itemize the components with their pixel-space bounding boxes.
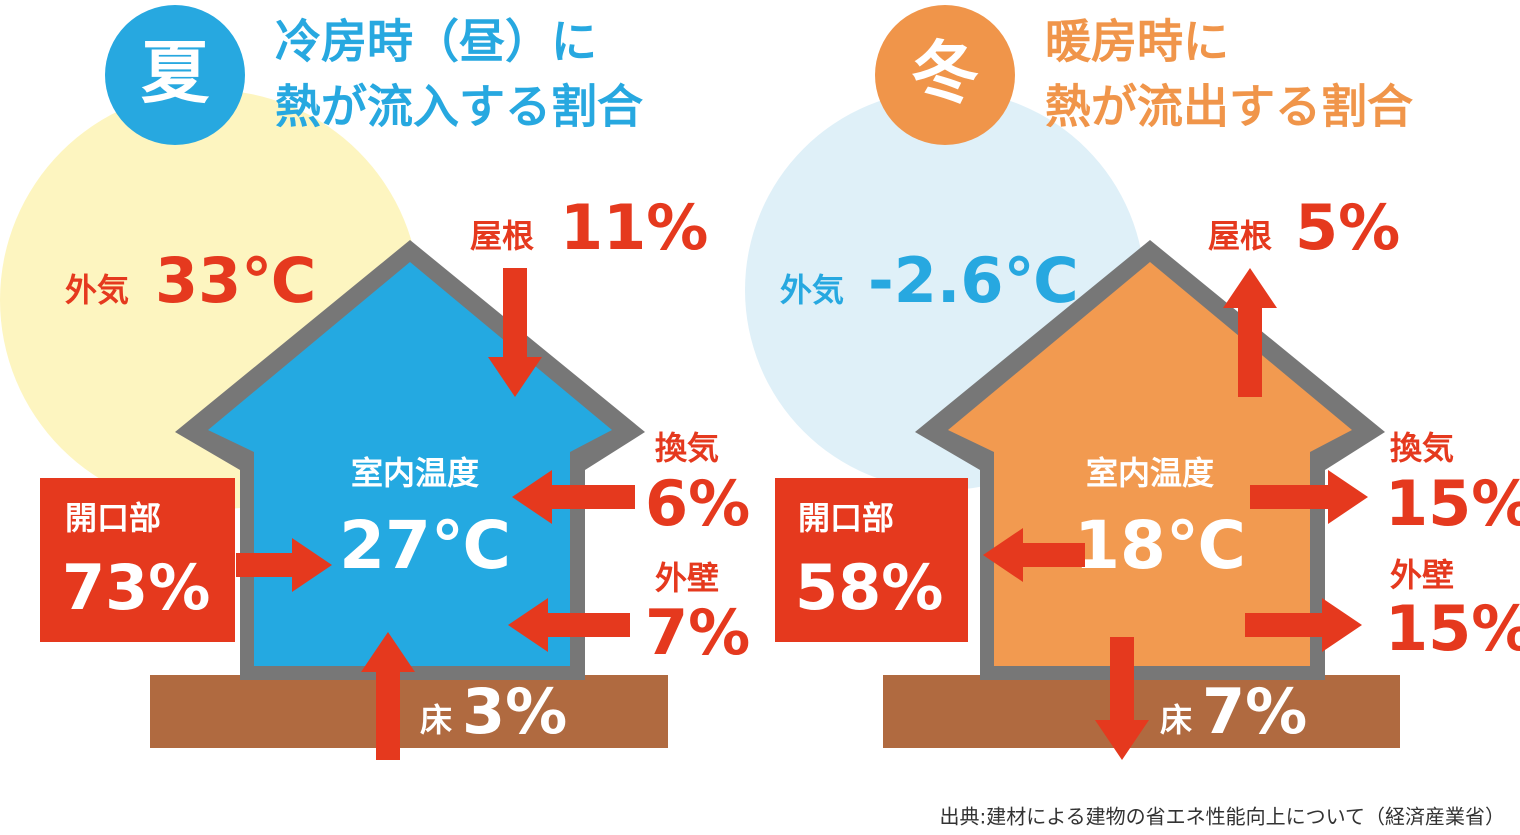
opening-value: 73% xyxy=(62,551,210,624)
wall-label: 外壁 xyxy=(655,559,719,597)
title-line: 暖房時に xyxy=(1045,15,1229,69)
badge xyxy=(875,5,1015,145)
heat-arrow xyxy=(1223,268,1277,397)
heat-arrow xyxy=(508,598,630,652)
heat-arrow xyxy=(361,632,415,760)
source: 出典:建材による建物の省エネ性能向上について（経済産業省） xyxy=(939,805,1505,829)
opening-label: 開口部 xyxy=(798,499,894,537)
opening-label: 開口部 xyxy=(65,499,161,537)
wall-value: 7% xyxy=(645,596,750,669)
opening-box xyxy=(40,478,235,642)
floor-label: 床 xyxy=(420,701,452,739)
floor-label: 床 xyxy=(1160,701,1192,739)
outside-value: 33℃ xyxy=(155,244,316,317)
heat-arrow xyxy=(1095,637,1149,760)
heat-arrow xyxy=(1245,598,1362,652)
outside-value: -2.6℃ xyxy=(868,244,1079,317)
heat-arrow xyxy=(236,538,332,592)
badge-text: 冬 xyxy=(911,35,979,114)
ventilation-value: 15% xyxy=(1385,467,1520,540)
indoor-value: 27℃ xyxy=(339,507,511,584)
ventilation-value: 6% xyxy=(645,467,750,540)
heat-arrow xyxy=(1250,470,1368,524)
heat-arrow xyxy=(983,528,1085,582)
ground xyxy=(883,675,1400,748)
indoor-label: 室内温度 xyxy=(1086,454,1214,492)
outside-label: 外気 xyxy=(65,271,129,309)
opening-box xyxy=(775,478,968,642)
wall-label: 外壁 xyxy=(1390,556,1454,594)
ventilation-label: 換気 xyxy=(1390,429,1454,467)
outside-label: 外気 xyxy=(780,271,844,309)
title-line: 熱が流出する割合 xyxy=(1045,80,1413,134)
floor-value: 3% xyxy=(462,675,567,748)
roof-label: 屋根 xyxy=(1208,217,1272,255)
floor-value: 7% xyxy=(1202,675,1307,748)
ventilation-label: 換気 xyxy=(655,429,719,467)
opening-value: 58% xyxy=(795,551,943,624)
title-line: 熱が流入する割合 xyxy=(275,80,643,134)
badge-text: 夏 xyxy=(141,35,210,114)
ground xyxy=(150,675,668,748)
title-line: 冷房時（昼）に xyxy=(275,15,597,69)
badge xyxy=(105,5,245,145)
indoor-value: 18℃ xyxy=(1074,507,1246,584)
wall-value: 15% xyxy=(1385,592,1520,665)
heat-arrow xyxy=(512,470,635,524)
roof-value: 11% xyxy=(560,191,708,264)
roof-label: 屋根 xyxy=(470,217,534,255)
heat-arrow xyxy=(488,268,542,397)
indoor-label: 室内温度 xyxy=(351,454,479,492)
roof-value: 5% xyxy=(1295,191,1400,264)
